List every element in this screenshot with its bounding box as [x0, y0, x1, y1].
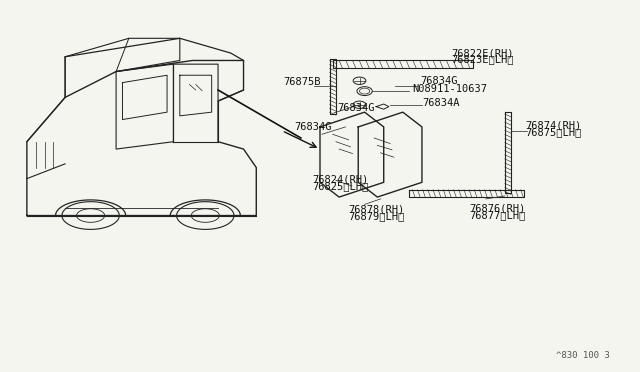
Text: N08911-10637: N08911-10637	[412, 84, 488, 94]
Text: ^830 100 3: ^830 100 3	[556, 351, 609, 360]
Text: 76834G: 76834G	[294, 122, 332, 132]
Text: 76825〈LH〉: 76825〈LH〉	[312, 181, 369, 191]
Text: 76874(RH): 76874(RH)	[525, 120, 581, 130]
Text: 76822E(RH): 76822E(RH)	[451, 48, 514, 58]
Text: 76877〈LH〉: 76877〈LH〉	[469, 211, 525, 221]
Text: 76879〈LH〉: 76879〈LH〉	[348, 211, 404, 221]
Text: 76878(RH): 76878(RH)	[348, 205, 404, 215]
Text: 76876(RH): 76876(RH)	[469, 204, 525, 214]
Text: 76824(RH): 76824(RH)	[312, 174, 369, 184]
Text: 76834G: 76834G	[337, 103, 374, 113]
Text: 76834G: 76834G	[420, 77, 458, 86]
Text: 76834A: 76834A	[422, 97, 460, 108]
Text: 76875B: 76875B	[284, 77, 321, 87]
Text: 76875〈LH〉: 76875〈LH〉	[525, 127, 581, 137]
Text: 76823E〈LH〉: 76823E〈LH〉	[451, 54, 514, 64]
